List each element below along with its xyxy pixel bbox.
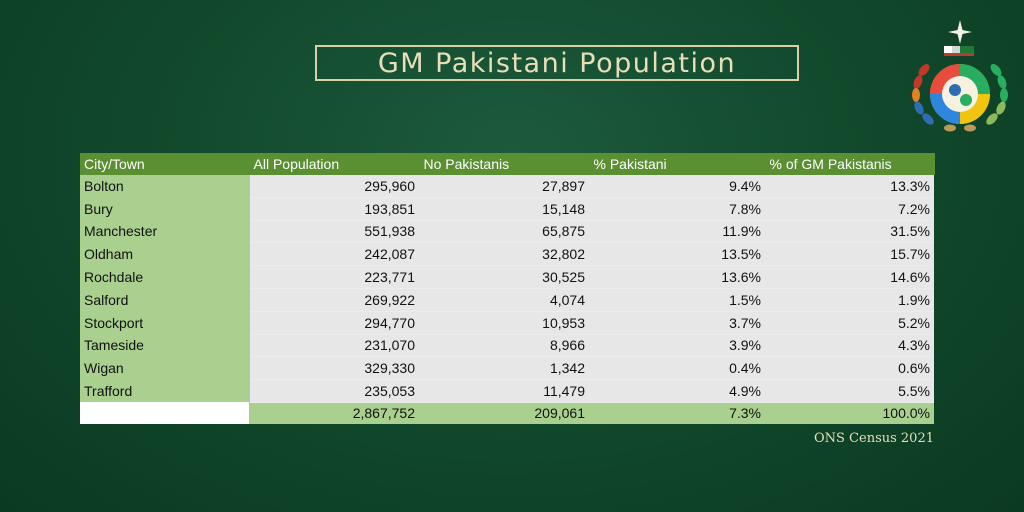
value-cell: 15.7%	[765, 242, 934, 267]
city-cell: Salford	[80, 288, 250, 312]
value-cell: 1,342	[419, 356, 589, 381]
column-header: % Pakistani	[589, 153, 766, 175]
value-cell: 0.6%	[765, 356, 934, 381]
value-cell: 5.5%	[765, 379, 934, 403]
value-cell: 4.3%	[765, 334, 934, 358]
value-cell: 11.9%	[589, 220, 765, 244]
value-cell: 231,070	[249, 334, 419, 358]
value-cell: 329,330	[249, 356, 419, 381]
city-cell: Tameside	[80, 334, 250, 357]
page-title: GM Pakistani Population	[315, 45, 799, 81]
city-cell: Stockport	[80, 311, 250, 335]
value-cell: 27,897	[419, 175, 589, 198]
value-cell: 223,771	[249, 265, 419, 289]
table-row: Bury 193,851 15,148 7.8% 7.2%	[80, 197, 934, 221]
value-cell: 65,875	[419, 220, 589, 244]
value-cell: 13.6%	[589, 265, 765, 289]
table-header-row: City/Town All Population No Pakistanis %…	[80, 153, 935, 175]
column-header: No Pakistanis	[419, 153, 590, 175]
value-cell: 10,953	[419, 311, 589, 335]
value-cell: 32,802	[419, 242, 589, 267]
value-cell: 269,922	[249, 288, 419, 312]
value-cell: 14.6%	[765, 265, 934, 289]
value-cell: 11,479	[419, 379, 589, 403]
value-cell: 3.9%	[589, 334, 765, 358]
total-value-cell: 7.3%	[589, 402, 765, 424]
value-cell: 1.9%	[765, 288, 934, 312]
table-row: Oldham 242,087 32,802 13.5% 15.7%	[80, 242, 934, 267]
column-header: All Population	[249, 153, 420, 175]
source-note: ONS Census 2021	[813, 431, 934, 446]
table-row: Wigan 329,330 1,342 0.4% 0.6%	[80, 356, 934, 381]
table-row: Stockport 294,770 10,953 3.7% 5.2%	[80, 311, 934, 335]
value-cell: 15,148	[419, 197, 589, 221]
value-cell: 3.7%	[589, 311, 765, 335]
value-cell: 4.9%	[589, 379, 765, 403]
city-cell: Oldham	[80, 242, 250, 266]
table-row: Salford 269,922 4,074 1.5% 1.9%	[80, 288, 934, 312]
value-cell: 0.4%	[589, 356, 765, 381]
value-cell: 551,938	[249, 220, 419, 244]
table-row: Bolton 295,960 27,897 9.4% 13.3%	[80, 175, 934, 198]
column-header: City/Town	[80, 153, 250, 175]
value-cell: 193,851	[249, 197, 419, 221]
value-cell: 31.5%	[765, 220, 934, 244]
city-cell: Trafford	[80, 379, 250, 403]
value-cell: 295,960	[249, 175, 419, 198]
value-cell: 242,087	[249, 242, 419, 267]
value-cell: 7.2%	[765, 197, 934, 221]
value-cell: 13.3%	[765, 175, 934, 198]
city-cell: Wigan	[80, 356, 250, 380]
value-cell: 8,966	[419, 334, 589, 358]
value-cell: 7.8%	[589, 197, 765, 221]
total-value-cell: 100.0%	[765, 402, 934, 424]
value-cell: 5.2%	[765, 311, 934, 335]
table-row: Manchester 551,938 65,875 11.9% 31.5%	[80, 220, 934, 244]
value-cell: 1.5%	[589, 288, 765, 312]
value-cell: 13.5%	[589, 242, 765, 267]
value-cell: 30,525	[419, 265, 589, 289]
city-cell: Bury	[80, 197, 250, 221]
column-header: % of GM Pakistanis	[765, 153, 935, 175]
value-cell: 4,074	[419, 288, 589, 312]
city-cell: Bolton	[80, 175, 250, 198]
total-row: 2,867,752 209,061 7.3% 100.0%	[80, 402, 934, 424]
value-cell: 294,770	[249, 311, 419, 335]
city-cell: Rochdale	[80, 265, 250, 289]
total-label-cell	[80, 402, 249, 424]
table-row: Tameside 231,070 8,966 3.9% 4.3%	[80, 334, 934, 358]
total-value-cell: 2,867,752	[249, 402, 419, 424]
population-table: City/Town All Population No Pakistanis %…	[80, 153, 935, 424]
value-cell: 235,053	[249, 379, 419, 403]
table-row: Trafford 235,053 11,479 4.9% 5.5%	[80, 379, 934, 403]
community-emblem-icon	[912, 20, 1008, 132]
total-value-cell: 209,061	[419, 402, 589, 424]
table-row: Rochdale 223,771 30,525 13.6% 14.6%	[80, 265, 934, 289]
value-cell: 9.4%	[589, 175, 765, 198]
city-cell: Manchester	[80, 220, 250, 243]
